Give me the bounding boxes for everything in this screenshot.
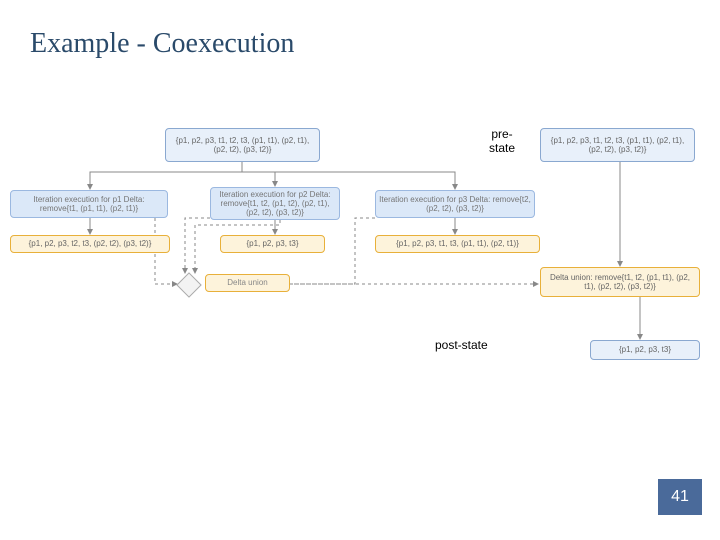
output-p1: {p1, p2, p3, t2, t3, (p2, t2), (p3, t2)}	[10, 235, 170, 253]
iteration-p3: Iteration execution for p3 Delta: remove…	[375, 190, 535, 218]
iteration-p1: Iteration execution for p1 Delta: remove…	[10, 190, 168, 218]
prestate-box-2: {p1, p2, p3, t1, t2, t3, (p1, t1), (p2, …	[540, 128, 695, 162]
iteration-p2: Iteration execution for p2 Delta: remove…	[210, 187, 340, 220]
output-p3: {p1, p2, p3, t1, t3, (p1, t1), (p2, t1)}	[375, 235, 540, 253]
page-number: 41	[658, 479, 702, 515]
prestate-box-1: {p1, p2, p3, t1, t2, t3, (p1, t1), (p2, …	[165, 128, 320, 162]
post-state-label: post-state	[435, 338, 488, 352]
output-p2: {p1, p2, p3, t3}	[220, 235, 325, 253]
poststate-box: {p1, p2, p3, t3}	[590, 340, 700, 360]
pre-state-label: pre- state	[478, 127, 526, 155]
merge-diamond	[176, 272, 201, 297]
flowchart: {p1, p2, p3, t1, t2, t3, (p1, t1), (p2, …	[10, 110, 710, 410]
slide-title: Example - Coexecution	[30, 28, 294, 60]
delta-union-box: Delta union: remove{t1, t2, (p1, t1), (p…	[540, 267, 700, 297]
delta-union-label: Delta union	[205, 274, 290, 292]
